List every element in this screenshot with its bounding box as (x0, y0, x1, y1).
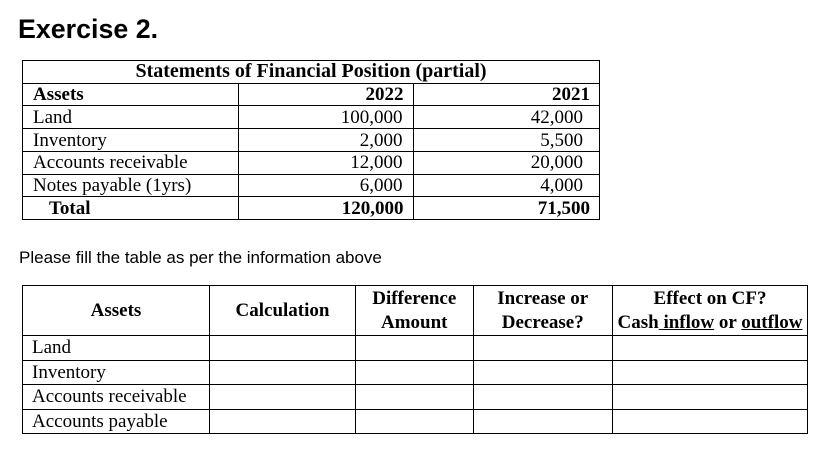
fill-col-effect-line2: Cash inflow or outflow (614, 311, 807, 335)
fp-inventory-2021: 5,500 (412, 128, 601, 152)
fill-col-effect-on-cf: Effect on CF? Cash inflow or outflow (612, 285, 808, 336)
fp-label-accounts-receivable: Accounts receivable (22, 150, 239, 175)
fill-col-difference-line2: Amount (380, 311, 448, 333)
fp-header-row: Assets 2022 2021 (22, 82, 601, 107)
fp-notes-payable-2022: 6,000 (237, 173, 414, 198)
fp-row-notes-payable: Notes payable (1yrs) 6,000 4,000 (22, 173, 601, 198)
fp-col-2021: 2021 (412, 82, 601, 107)
fill-header-row: Assets Calculation Difference Amount Inc… (22, 285, 808, 336)
page-title: Exercise 2. (18, 14, 159, 44)
financial-position-table: Statements of Financial Position (partia… (21, 60, 601, 220)
fill-accounts-payable-calculation-cell (209, 408, 356, 435)
fill-label-land: Land (22, 335, 210, 361)
fill-label-accounts-payable: Accounts payable (22, 408, 210, 435)
fill-inventory-change-cell (472, 359, 613, 386)
fp-inventory-2022: 2,000 (237, 128, 414, 152)
fill-col-change-line1: Increase or (497, 287, 589, 309)
fill-col-change-line2: Decrease? (501, 311, 584, 333)
effect-outflow-underlined: outflow (741, 311, 803, 333)
fill-row-accounts-receivable: Accounts receivable (22, 384, 808, 410)
fp-col-2022: 2022 (237, 82, 414, 107)
fill-row-land: Land (22, 335, 808, 361)
fill-accounts-receivable-change-cell (472, 384, 613, 410)
fp-label-notes-payable: Notes payable (1yrs) (22, 173, 239, 198)
fp-total-2022: 120,000 (237, 196, 414, 220)
effect-or-text: or (714, 311, 742, 333)
fill-col-effect-line1: Effect on CF? (653, 287, 767, 309)
fill-accounts-receivable-difference-cell (355, 384, 474, 410)
fill-label-inventory: Inventory (22, 359, 210, 386)
fp-land-2021: 42,000 (412, 105, 601, 130)
fill-inventory-calculation-cell (209, 359, 356, 386)
fp-total-row: Total 120,000 71,500 (22, 196, 601, 220)
effect-cash-text: Cash (617, 311, 659, 333)
fp-notes-payable-2021: 4,000 (412, 173, 601, 198)
fill-label-accounts-receivable: Accounts receivable (22, 384, 210, 410)
fp-accounts-receivable-2022: 12,000 (237, 150, 414, 175)
fill-land-change-cell (472, 335, 613, 361)
fill-col-increase-decrease: Increase or Decrease? (472, 285, 613, 336)
fill-accounts-receivable-effect-cell (612, 384, 808, 410)
fp-accounts-receivable-2021: 20,000 (412, 150, 601, 175)
fill-accounts-payable-change-cell (472, 408, 613, 435)
fp-total-2021: 71,500 (412, 196, 601, 220)
fp-row-inventory: Inventory 2,000 5,500 (22, 128, 601, 152)
fp-table-title: Statements of Financial Position (partia… (21, 60, 601, 84)
fp-total-label: Total (22, 196, 239, 220)
fp-land-2022: 100,000 (237, 105, 414, 130)
fill-row-accounts-payable: Accounts payable (22, 408, 808, 435)
fill-col-calculation: Calculation (209, 285, 356, 336)
fp-title-row: Statements of Financial Position (partia… (21, 60, 601, 84)
fill-inventory-difference-cell (355, 359, 474, 386)
fill-accounts-receivable-calculation-cell (209, 384, 356, 410)
fill-inventory-effect-cell (612, 359, 808, 386)
fill-accounts-payable-effect-cell (612, 408, 808, 435)
fill-col-assets: Assets (22, 285, 210, 336)
fill-land-difference-cell (355, 335, 474, 361)
fill-table: Assets Calculation Difference Amount Inc… (22, 285, 808, 435)
fill-land-calculation-cell (209, 335, 356, 361)
fill-col-difference-amount: Difference Amount (355, 285, 474, 336)
fill-row-inventory: Inventory (22, 359, 808, 386)
fill-land-effect-cell (612, 335, 808, 361)
fp-label-land: Land (22, 105, 239, 130)
effect-inflow-underlined: inflow (658, 311, 715, 333)
fp-row-accounts-receivable: Accounts receivable 12,000 20,000 (22, 150, 601, 175)
fp-col-assets: Assets (22, 82, 239, 107)
instruction-text: Please fill the table as per the informa… (19, 248, 382, 267)
fp-row-land: Land 100,000 42,000 (22, 105, 601, 130)
fill-col-difference-line1: Difference (372, 287, 457, 309)
fill-accounts-payable-difference-cell (355, 408, 474, 435)
fp-label-inventory: Inventory (22, 128, 239, 152)
